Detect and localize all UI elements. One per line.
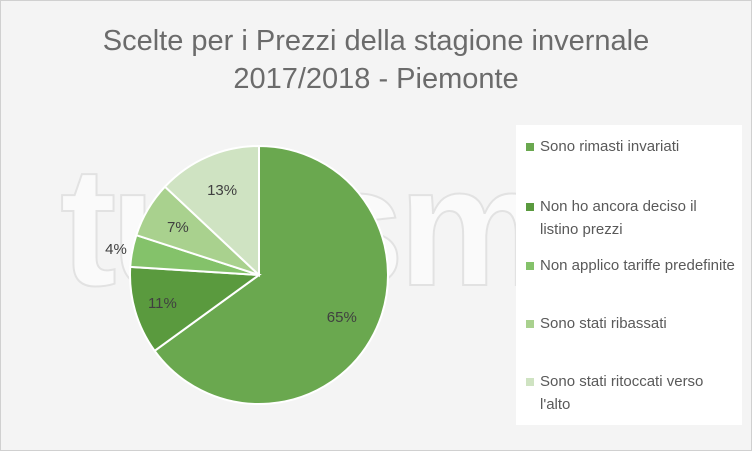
legend-item: Sono stati ritoccati verso l'alto <box>526 370 736 416</box>
pie-data-label: 65% <box>327 309 357 326</box>
legend-swatch <box>526 320 534 328</box>
chart-legend: Sono rimasti invariati Non ho ancora deci… <box>516 125 742 425</box>
pie-data-label: 13% <box>207 182 237 199</box>
chart-title: Scelte per i Prezzi della stagione inver… <box>0 22 752 98</box>
legend-label: Sono stati ribassati <box>540 315 667 332</box>
legend-item: Sono rimasti invariati <box>526 135 736 158</box>
legend-label: Non applico tariffe predefinite <box>540 257 735 274</box>
legend-item: Sono stati ribassati <box>526 312 736 335</box>
pie-slice <box>153 144 389 405</box>
pie-data-label: 4% <box>105 241 127 258</box>
legend-item: Non ho ancora deciso il listino prezzi <box>526 195 736 241</box>
pie-data-label: 11% <box>148 295 177 312</box>
pie-data-labels: 65% 11% 4% 7% 13% <box>105 182 357 326</box>
pie-slices <box>128 144 389 405</box>
legend-swatch <box>526 203 534 211</box>
pie-data-label: 7% <box>167 219 189 236</box>
legend-swatch <box>526 378 534 386</box>
chart-title-line-1: Scelte per i Prezzi della stagione inver… <box>102 25 650 57</box>
pie-slice <box>128 265 262 353</box>
legend-label: Sono rimasti invariati <box>540 138 680 155</box>
chart-title-line-2: 2017/2018 - Piemonte <box>233 63 519 95</box>
legend-label: Non ho ancora deciso il listino prezzi <box>540 198 697 238</box>
pie-slice <box>163 144 260 278</box>
legend-swatch <box>526 143 534 151</box>
legend-swatch <box>526 262 534 270</box>
legend-item: Non applico tariffe predefinite <box>526 254 736 277</box>
legend-label: Sono stati ritoccati verso l'alto <box>540 373 704 413</box>
